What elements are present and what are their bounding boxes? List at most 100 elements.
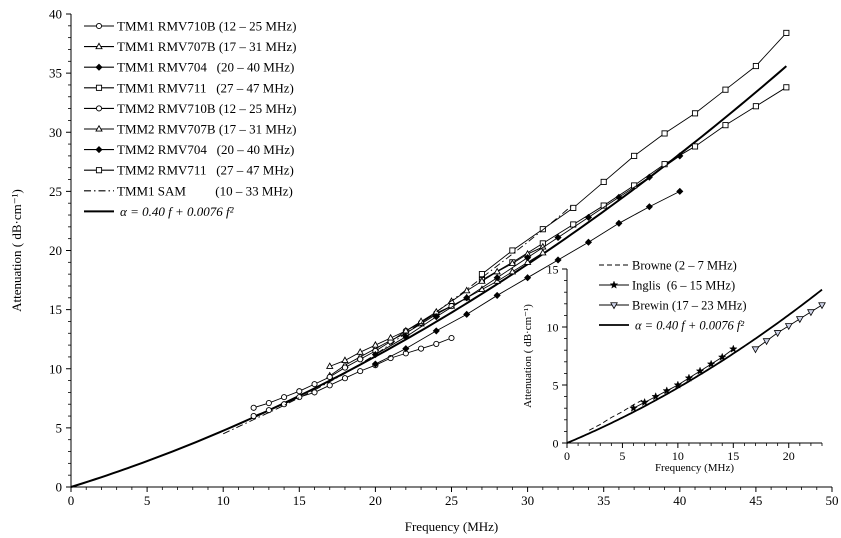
legend-label: Browne (2 – 7 MHz) [632, 259, 737, 273]
legend-label: Inglis (6 – 15 MHz) [632, 279, 735, 293]
x-tick-label: 15 [293, 493, 306, 508]
legend-label: TMM1 RMV710B (12 – 25 MHz) [117, 19, 296, 34]
data-point [615, 193, 623, 201]
legend-item: TMM1 RMV710B (12 – 25 MHz) [84, 19, 296, 34]
data-point [357, 356, 364, 363]
data-point [493, 274, 501, 282]
legend-marker [609, 280, 619, 289]
data-point [706, 359, 716, 368]
series-3 [751, 302, 826, 354]
legend-label: TMM2 RMV704 (20 – 40 MHz) [117, 142, 294, 157]
data-point [762, 338, 771, 346]
data-point [523, 258, 532, 265]
data-point [784, 323, 793, 331]
data-point [629, 403, 638, 412]
data-point [691, 143, 699, 150]
legend-label: TMM1 RMV704 (20 – 40 MHz) [117, 60, 294, 75]
series-9 [223, 204, 574, 435]
data-point [722, 86, 729, 93]
data-point [640, 397, 649, 407]
data-point [265, 399, 272, 407]
data-point [570, 204, 577, 211]
x-tick-label: 0 [564, 449, 570, 463]
data-point [684, 373, 694, 382]
y-tick-label: 35 [49, 66, 62, 81]
data-point [807, 309, 815, 317]
y-tick-label: 20 [49, 243, 62, 258]
data-point [729, 344, 738, 353]
y-tick-label: 25 [49, 184, 62, 199]
data-point [402, 345, 410, 353]
data-point [615, 219, 623, 227]
data-point [539, 226, 546, 233]
data-point [433, 340, 440, 347]
legend-marker [95, 42, 103, 50]
legend-marker [95, 63, 103, 71]
legend-label-fit: α = 0.40 f + 0.0076 f² [635, 319, 744, 333]
main-plot: 0 5 10 15 20 25 30 35 40 45 500510152025303540Freq… [9, 7, 839, 535]
data-point [661, 130, 668, 137]
legend-marker [95, 146, 103, 154]
legend-item: TMM1 RMV707B (17 – 31 MHz) [84, 39, 296, 54]
series-1 [250, 334, 455, 420]
data-point [783, 84, 790, 91]
x-tick-label: 5 [144, 493, 151, 508]
data-point [773, 330, 782, 338]
x-tick-label: 5 [619, 449, 625, 463]
legend-marker [95, 84, 103, 91]
legend-item: TMM2 RMV710B (12 – 25 MHz) [84, 101, 296, 116]
data-point [371, 340, 380, 348]
y-tick-label: 10 [546, 320, 558, 334]
data-point [296, 394, 303, 401]
series-line [588, 398, 645, 431]
series-line [223, 204, 574, 435]
legend-marker [95, 22, 103, 30]
y-tick-label: 0 [56, 480, 63, 495]
data-point [296, 388, 303, 395]
series-3 [371, 187, 684, 368]
data-point [818, 302, 826, 310]
data-point [357, 368, 364, 375]
x-tick-label: 40 [673, 493, 686, 508]
series-1 [588, 398, 645, 431]
y-axis-title: Attenuation ( dB·cm⁻¹) [9, 189, 24, 312]
y-axis-title: Attenuation ( dB·cm⁻¹) [522, 304, 534, 408]
data-point [662, 386, 672, 395]
fit-curve [566, 288, 823, 444]
x-tick-label: 25 [445, 493, 458, 508]
legend-label: Brewin (17 – 23 MHz) [632, 299, 747, 313]
data-point [651, 392, 660, 401]
data-point [311, 381, 318, 388]
data-point [463, 294, 471, 302]
legend-item: TMM1 RMV704 (20 – 40 MHz) [84, 60, 294, 75]
data-point [250, 404, 257, 411]
data-point [673, 380, 683, 389]
x-tick-label: 50 [826, 493, 839, 508]
series-line [633, 348, 734, 409]
legend-label: TMM2 RMV711 (27 – 47 MHz) [117, 163, 294, 178]
data-point [584, 238, 593, 246]
legend-label: TMM2 RMV707B (17 – 31 MHz) [117, 122, 296, 137]
data-point [539, 248, 547, 256]
data-point [645, 173, 653, 181]
data-point [386, 333, 395, 341]
data-point [417, 317, 425, 324]
series-2 [629, 344, 738, 412]
legend-label: TMM1 RMV707B (17 – 31 MHz) [117, 39, 296, 54]
data-point [326, 382, 333, 389]
y-tick-label: 10 [49, 361, 62, 376]
x-tick-label: 10 [217, 493, 230, 508]
data-point [448, 334, 455, 342]
data-point [418, 345, 425, 352]
y-tick-label: 15 [49, 302, 62, 317]
legend-label: TMM2 RMV710B (12 – 25 MHz) [117, 101, 296, 116]
data-point [265, 407, 272, 414]
data-point [524, 254, 532, 262]
data-point [508, 259, 517, 267]
legend-item: TMM2 RMV707B (17 – 31 MHz) [84, 122, 296, 137]
y-tick-label: 0 [552, 436, 558, 450]
data-point [584, 213, 593, 221]
x-tick-label: 30 [521, 493, 534, 508]
series-6 [325, 242, 547, 369]
